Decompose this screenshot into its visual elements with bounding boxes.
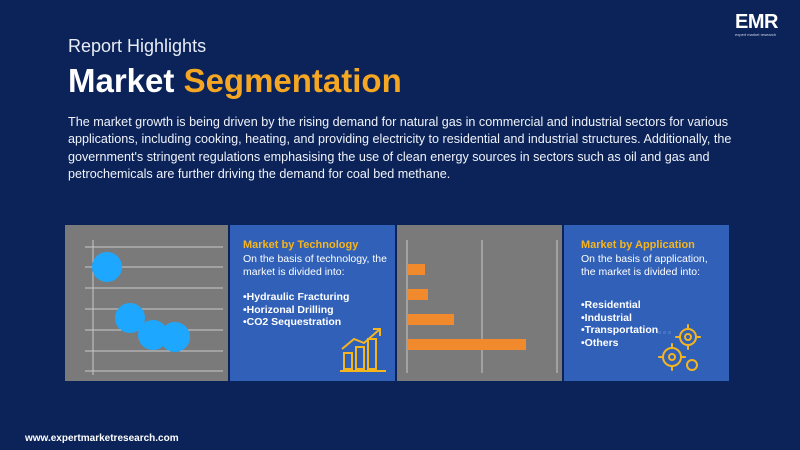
bubble [92, 252, 122, 282]
title-accent: Segmentation [183, 62, 402, 99]
technology-panel: Market by Technology On the basis of tec… [230, 225, 395, 381]
gears-icon [658, 324, 701, 371]
footer-url[interactable]: www.expertmarketresearch.com [25, 433, 179, 444]
bubble [138, 320, 168, 350]
list-item: •Transportation [581, 324, 659, 336]
application-title: Market by Application [581, 239, 695, 251]
bar [407, 289, 428, 300]
list-item: •Industrial [581, 311, 632, 324]
title-main: Market [68, 62, 175, 99]
logo-mark: EMR [735, 11, 778, 33]
bar [407, 264, 425, 275]
bar [407, 339, 526, 350]
bar-graphic-panel [397, 225, 562, 381]
application-list: •Residential •Industrial •Transportation… [581, 299, 658, 349]
emr-logo: EMR expert market research [735, 12, 779, 38]
page-title: Market Segmentation [68, 62, 402, 100]
bubble-graphic [85, 240, 223, 375]
technology-list: •Hydraulic Fracturing •Horizonal Drillin… [243, 291, 349, 329]
application-panel: Market by Application On the basis of ap… [564, 225, 729, 381]
list-item: •Others [581, 336, 619, 349]
application-intro: On the basis of application, the market … [581, 253, 708, 278]
list-item: •Residential [581, 299, 641, 311]
bubble [115, 303, 145, 333]
list-item: •Horizonal Drilling [243, 303, 334, 316]
description-text: The market growth is being driven by the… [68, 115, 732, 182]
list-item: •Hydraulic Fracturing [243, 291, 350, 303]
list-item: •CO2 Sequestration [243, 316, 342, 328]
technology-title: Market by Technology [243, 239, 359, 251]
report-kicker: Report Highlights [68, 36, 207, 56]
bubble [160, 322, 190, 352]
bar [407, 314, 454, 325]
technology-intro: On the basis of technology, the market i… [243, 253, 387, 278]
logo-tagline: expert market research [735, 32, 777, 37]
bar-chart-growth-icon [340, 328, 386, 372]
bar-graphic [406, 240, 558, 373]
bubble-graphic-panel [65, 225, 228, 381]
